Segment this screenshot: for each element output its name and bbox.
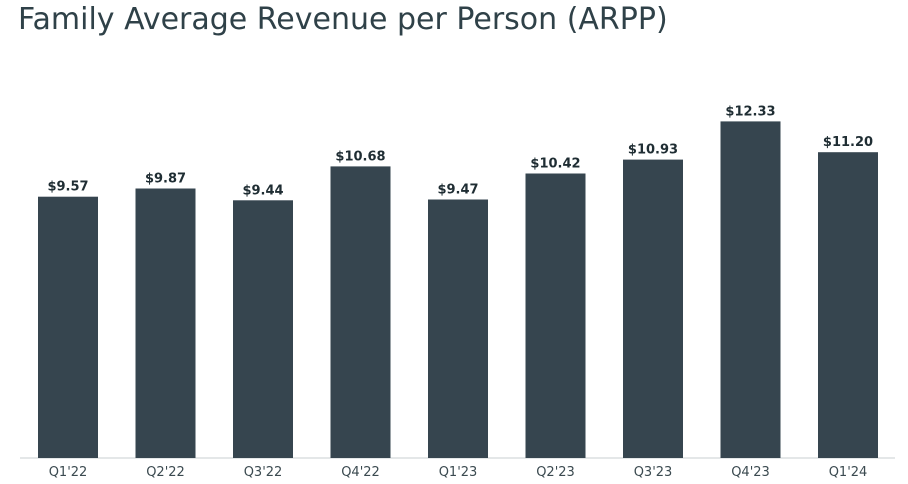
data-label-6: $10.42 xyxy=(530,157,580,172)
data-label-8: $12.33 xyxy=(725,104,775,119)
x-tick-label-3: Q3'22 xyxy=(244,465,283,480)
bar-9 xyxy=(818,152,878,458)
data-label-1: $9.57 xyxy=(47,180,88,195)
x-tick-label-8: Q4'23 xyxy=(731,465,770,480)
x-tick-label-4: Q4'22 xyxy=(341,465,380,480)
x-tick-label-5: Q1'23 xyxy=(439,465,478,480)
bar-8 xyxy=(720,121,781,459)
data-label-5: $9.47 xyxy=(437,183,478,198)
data-label-3: $9.44 xyxy=(242,183,283,198)
x-tick-label-9: Q1'24 xyxy=(829,465,868,480)
bar-4 xyxy=(330,166,391,458)
x-tick-label-6: Q2'23 xyxy=(536,465,575,480)
data-label-9: $11.20 xyxy=(823,135,873,150)
bar-6 xyxy=(525,173,586,458)
bars-group xyxy=(38,121,878,459)
bar-7 xyxy=(623,159,683,458)
x-tick-label-7: Q3'23 xyxy=(634,465,673,480)
x-tick-label-1: Q1'22 xyxy=(49,465,88,480)
x-tick-labels-group: Q1'22 Q2'22 Q3'22 Q4'22 Q1'23 Q2'23 Q3'23 Q4'23… xyxy=(49,465,868,480)
bar-3 xyxy=(233,200,293,459)
bar-2 xyxy=(135,188,196,458)
data-label-2: $9.87 xyxy=(145,172,186,187)
data-label-7: $10.93 xyxy=(628,143,678,158)
data-label-4: $10.68 xyxy=(335,149,385,164)
bar-1 xyxy=(38,196,98,458)
x-tick-label-2: Q2'22 xyxy=(146,465,185,480)
chart-title: Family Average Revenue per Person (ARPP) xyxy=(18,2,668,37)
data-labels-group: $9.57 $9.87 $9.44 $10.68 $9.47 $10.42 $10.93 $1… xyxy=(47,104,873,198)
bar-5 xyxy=(428,199,488,458)
